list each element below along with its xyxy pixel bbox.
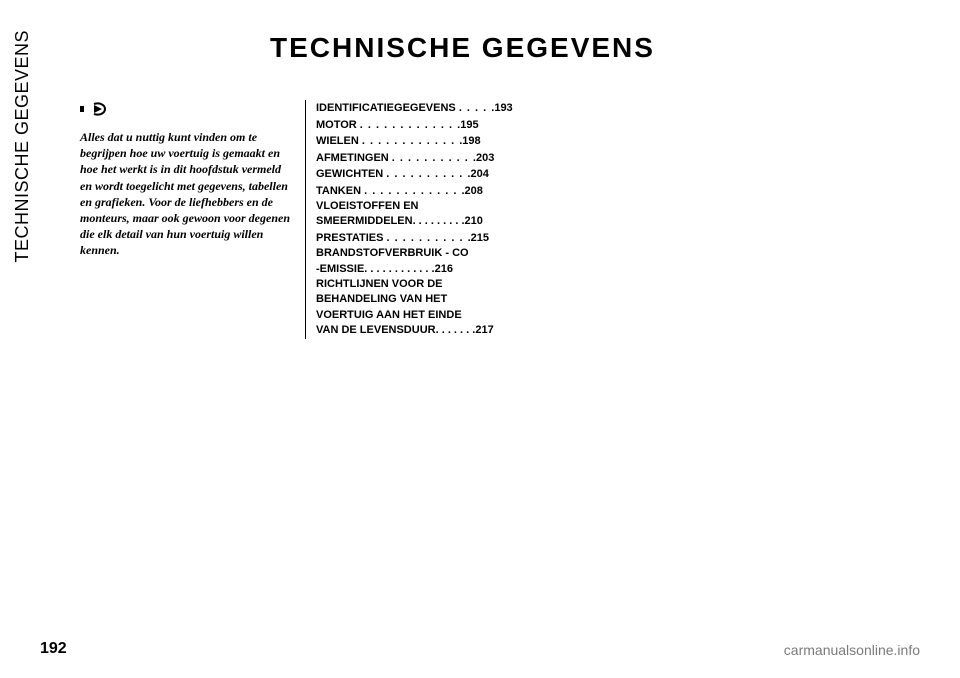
toc-entry: VLOEISTOFFEN ENSMEERMIDDELEN. . . . . . … (316, 199, 545, 230)
pointing-hand-icon (80, 100, 290, 123)
toc-entry: RICHTLIJNEN VOOR DEBEHANDELING VAN HETVO… (316, 277, 545, 339)
chapter-title: TECHNISCHE GEGEVENS (270, 32, 655, 64)
intro-text: Alles dat u nuttig kunt vinden om te beg… (80, 129, 290, 259)
toc-entry: WIELEN . . . . . . . . . . . . .198 (316, 133, 545, 150)
page-number: 192 (40, 640, 67, 658)
toc-entry: TANKEN . . . . . . . . . . . . .208 (316, 183, 545, 200)
sidebar-section-label: TECHNISCHE GEGEVENS (12, 30, 33, 263)
toc-entry: AFMETINGEN . . . . . . . . . . .203 (316, 150, 545, 167)
intro-block: Alles dat u nuttig kunt vinden om te beg… (80, 100, 290, 259)
toc-entry: IDENTIFICATIEGEGEVENS . . . . .193 (316, 100, 545, 117)
toc-entry: BRANDSTOFVERBRUIK - CO-EMISSIE. . . . . … (316, 246, 545, 277)
toc-entry: PRESTATIES . . . . . . . . . . .215 (316, 230, 545, 247)
table-of-contents: IDENTIFICATIEGEGEVENS . . . . .193MOTOR … (305, 100, 545, 339)
toc-entry: MOTOR . . . . . . . . . . . . .195 (316, 117, 545, 134)
footer-source-link: carmanualsonline.info (784, 642, 920, 658)
toc-entry: GEWICHTEN . . . . . . . . . . .204 (316, 166, 545, 183)
